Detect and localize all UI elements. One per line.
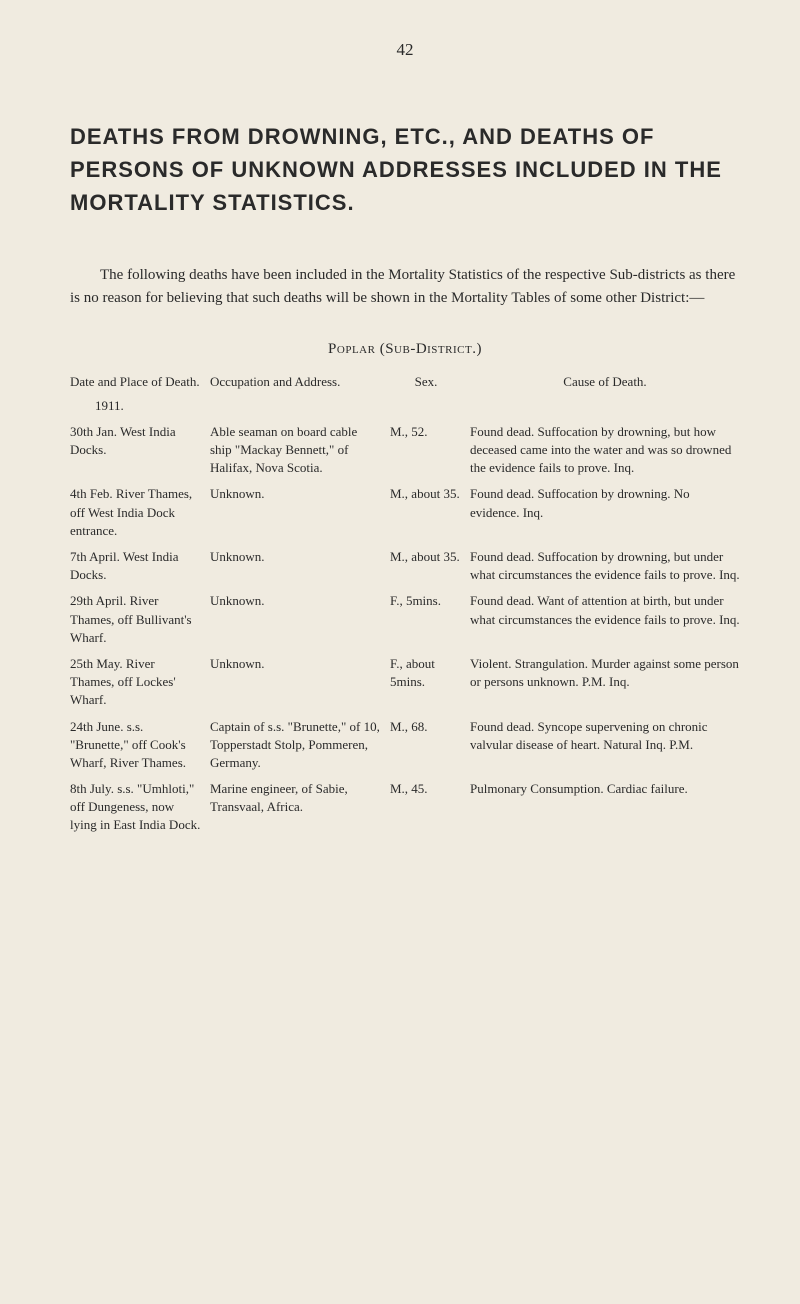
cell-sex: F., 5mins. <box>390 592 470 610</box>
page-number: 42 <box>70 40 740 60</box>
cell-sex: M., 52. <box>390 423 470 441</box>
cell-cause: Found dead. Suffocation by drowning. No … <box>470 485 740 521</box>
table-row: 8th July. s.s. "Umhloti," off Dungeness,… <box>70 780 740 835</box>
table-header-row: Date and Place of Death. Occupation and … <box>70 373 740 391</box>
cell-cause: Found dead. Syncope supervening on chron… <box>470 718 740 754</box>
page-title: DEATHS FROM DROWNING, ETC., AND DEATHS O… <box>70 120 740 219</box>
intro-paragraph: The following deaths have been included … <box>70 264 740 311</box>
cell-occupation: Unknown. <box>210 485 390 503</box>
cell-cause: Violent. Strangulation. Murder against s… <box>470 655 740 691</box>
cell-date-place: 30th Jan. West India Docks. <box>70 423 210 459</box>
cell-occupation: Unknown. <box>210 655 390 673</box>
cell-occupation: Unknown. <box>210 592 390 610</box>
cell-sex: F., about 5mins. <box>390 655 470 691</box>
subheading: Poplar (Sub-District.) <box>70 341 740 358</box>
table-row: 4th Feb. River Thames, off West India Do… <box>70 485 740 540</box>
cell-cause: Found dead. Suffocation by drowning, but… <box>470 423 740 478</box>
cell-cause: Found dead. Suffocation by drowning, but… <box>470 548 740 584</box>
cell-date-place: 29th April. River Thames, off Bullivant'… <box>70 592 210 647</box>
cell-occupation: Marine engineer, of Sabie, Transvaal, Af… <box>210 780 390 816</box>
cell-date-place: 25th May. River Thames, off Lockes' Whar… <box>70 655 210 710</box>
cell-date-place: 4th Feb. River Thames, off West India Do… <box>70 485 210 540</box>
deaths-table: Date and Place of Death. Occupation and … <box>70 373 740 835</box>
table-row: 7th April. West India Docks. Unknown. M.… <box>70 548 740 584</box>
cell-sex: M., 68. <box>390 718 470 736</box>
cell-date-place: 7th April. West India Docks. <box>70 548 210 584</box>
cell-cause: Pulmonary Consumption. Cardiac failure. <box>470 780 740 798</box>
cell-date-place: 24th June. s.s. "Brunette," off Cook's W… <box>70 718 210 773</box>
cell-occupation: Unknown. <box>210 548 390 566</box>
table-row: 29th April. River Thames, off Bullivant'… <box>70 592 740 647</box>
cell-occupation: Captain of s.s. "Brunette," of 10, Toppe… <box>210 718 390 773</box>
cell-sex: M., about 35. <box>390 485 470 503</box>
table-row: 24th June. s.s. "Brunette," off Cook's W… <box>70 718 740 773</box>
cell-date-place: 8th July. s.s. "Umhloti," off Dungeness,… <box>70 780 210 835</box>
table-row: 25th May. River Thames, off Lockes' Whar… <box>70 655 740 710</box>
header-occupation: Occupation and Address. <box>210 373 390 391</box>
year-row: 1911. <box>70 397 740 415</box>
cell-cause: Found dead. Want of attention at birth, … <box>470 592 740 628</box>
header-date-place: Date and Place of Death. <box>70 373 210 391</box>
cell-occupation: Able seaman on board cable ship "Mackay … <box>210 423 390 478</box>
cell-sex: M., about 35. <box>390 548 470 566</box>
header-cause: Cause of Death. <box>470 373 740 391</box>
year-label: 1911. <box>70 397 210 415</box>
cell-sex: M., 45. <box>390 780 470 798</box>
header-sex: Sex. <box>390 373 470 391</box>
table-row: 30th Jan. West India Docks. Able seaman … <box>70 423 740 478</box>
